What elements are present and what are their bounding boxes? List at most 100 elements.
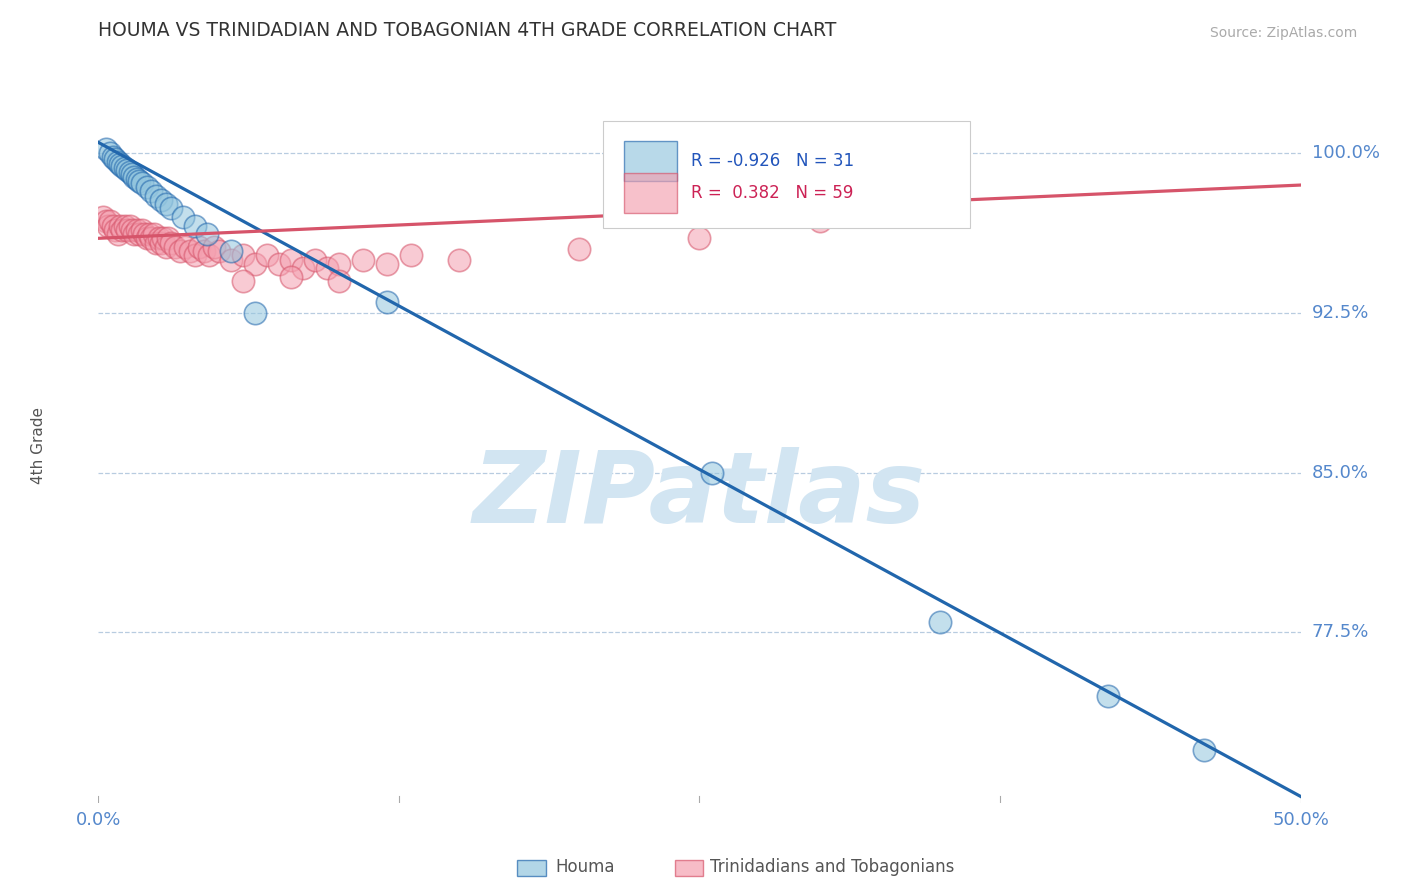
Point [219, 252, 242, 267]
Point [148, 231, 170, 245]
Point [193, 244, 215, 258]
Point [232, 274, 254, 288]
Point [94, 142, 117, 156]
Point [375, 295, 398, 310]
Point [243, 306, 266, 320]
Point [202, 240, 225, 254]
Point [121, 223, 143, 237]
Point [188, 240, 211, 254]
Point [100, 146, 122, 161]
Point [131, 176, 153, 190]
Point [159, 235, 181, 250]
Point [118, 219, 141, 233]
FancyBboxPatch shape [624, 141, 676, 180]
Point [118, 165, 141, 179]
Point [125, 171, 148, 186]
Text: R =  0.382   N = 59: R = 0.382 N = 59 [692, 184, 853, 202]
Point [172, 210, 194, 224]
Point [174, 240, 197, 254]
Text: Source: ZipAtlas.com: Source: ZipAtlas.com [1209, 26, 1357, 40]
Point [111, 159, 134, 173]
Text: 85.0%: 85.0% [1312, 464, 1368, 482]
Point [100, 214, 122, 228]
Point [97, 219, 120, 233]
Point [108, 219, 131, 233]
Point [183, 248, 205, 262]
Point [114, 161, 136, 175]
Point [328, 257, 350, 271]
Point [114, 219, 136, 233]
Point [1097, 690, 1119, 704]
Point [104, 223, 127, 237]
Text: Houma: Houma [555, 858, 614, 876]
Point [155, 240, 177, 254]
Point [132, 227, 155, 241]
Point [208, 244, 231, 258]
Text: ZIPatlas: ZIPatlas [472, 448, 927, 544]
Point [169, 244, 191, 258]
Point [94, 214, 117, 228]
Point [291, 261, 314, 276]
Point [107, 154, 129, 169]
Point [141, 185, 163, 199]
Point [107, 227, 129, 241]
Point [131, 223, 153, 237]
Point [138, 227, 160, 241]
Point [141, 231, 163, 245]
Text: HOUMA VS TRINIDADIAN AND TOBAGONIAN 4TH GRADE CORRELATION CHART: HOUMA VS TRINIDADIAN AND TOBAGONIAN 4TH … [98, 21, 837, 40]
Point [159, 202, 181, 216]
Point [304, 252, 326, 267]
Point [183, 219, 205, 233]
Point [135, 231, 157, 245]
Point [928, 615, 950, 629]
Point [135, 180, 157, 194]
Point [315, 261, 337, 276]
Point [152, 231, 174, 245]
Text: R = -0.926   N = 31: R = -0.926 N = 31 [692, 152, 855, 169]
Point [280, 269, 302, 284]
Point [145, 235, 167, 250]
Point [157, 231, 180, 245]
Point [128, 227, 150, 241]
Text: 4th Grade: 4th Grade [31, 408, 46, 484]
FancyBboxPatch shape [624, 173, 676, 212]
Point [280, 252, 302, 267]
Point [117, 163, 139, 178]
Point [145, 188, 167, 202]
FancyBboxPatch shape [603, 121, 970, 228]
Point [117, 223, 139, 237]
Point [256, 248, 278, 262]
Point [447, 252, 470, 267]
Point [149, 193, 172, 207]
Point [165, 240, 187, 254]
Point [179, 244, 201, 258]
Point [108, 157, 131, 171]
Point [101, 219, 124, 233]
Point [101, 150, 124, 164]
Point [149, 235, 172, 250]
Point [328, 274, 350, 288]
Text: Trinidadians and Tobagonians: Trinidadians and Tobagonians [710, 858, 955, 876]
Bar [675, 860, 703, 876]
Point [128, 174, 150, 188]
Point [1194, 742, 1216, 756]
Point [267, 257, 290, 271]
Point [124, 227, 146, 241]
Point [124, 169, 146, 184]
Point [700, 466, 723, 480]
Point [121, 168, 143, 182]
Point [125, 223, 148, 237]
Point [808, 214, 831, 228]
Point [195, 227, 218, 241]
Point [155, 197, 177, 211]
Point [688, 231, 710, 245]
Point [243, 257, 266, 271]
Point [198, 248, 221, 262]
Text: 100.0%: 100.0% [1312, 145, 1379, 162]
Text: 92.5%: 92.5% [1312, 304, 1369, 322]
Point [375, 257, 398, 271]
Text: 77.5%: 77.5% [1312, 624, 1369, 641]
Point [399, 248, 422, 262]
Bar [517, 860, 546, 876]
Point [142, 227, 165, 241]
